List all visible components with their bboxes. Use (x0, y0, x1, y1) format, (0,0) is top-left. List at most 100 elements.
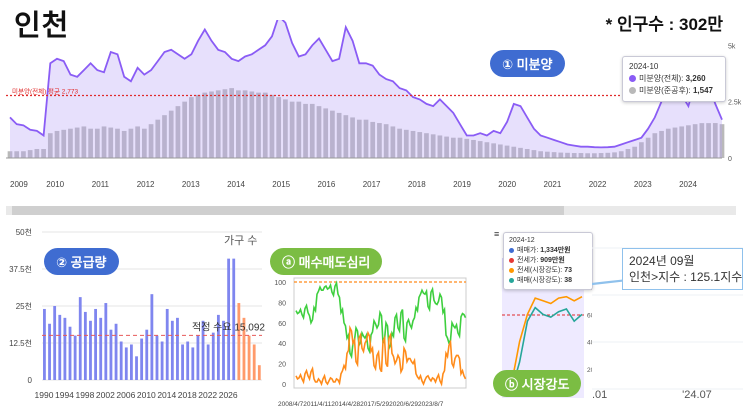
unsold-completed-bar (121, 130, 127, 158)
supply-forecast-bar (247, 335, 251, 380)
supply-title: 가구 수 (224, 234, 257, 247)
supply-x-tick: 2010 (137, 390, 156, 400)
unsold-completed-bar (61, 129, 67, 158)
unsold-x-tick: 2009 (10, 180, 28, 189)
supply-bar (124, 347, 128, 380)
unsold-completed-bar (383, 124, 389, 158)
supply-bar (206, 344, 210, 380)
unsold-completed-bar (403, 129, 409, 158)
tooltip-row2-label: 미분양(준공후): (639, 86, 691, 95)
supply-bar (196, 335, 200, 380)
unsold-completed-bar (598, 153, 604, 158)
unsold-completed-bar (81, 126, 87, 158)
strength-tooltip-row: 전세(시장강도): 73 (509, 266, 587, 276)
unsold-y-tick: 2.5k (728, 100, 742, 107)
strength-tooltip-row: 전세가: 909만원 (509, 256, 587, 266)
average-label: 미분양(전체) 평균 2,773 (12, 86, 78, 95)
supply-forecast-bar (237, 303, 241, 380)
supply-y-tick: 25천 (16, 301, 32, 311)
unsold-completed-bar (209, 91, 214, 158)
unsold-x-tick: 2016 (318, 180, 336, 189)
strength-badge: ⓑ 시장강도 (493, 370, 582, 397)
unsold-x-tick: 2013 (182, 180, 200, 189)
unsold-x-tick: 2023 (634, 180, 652, 189)
unsold-completed-bar (155, 119, 161, 158)
supply-bar (53, 306, 57, 380)
supply-bar (176, 317, 179, 380)
unsold-completed-bar (195, 94, 201, 158)
supply-y-tick: 50천 (16, 227, 32, 237)
unsold-completed-bar (457, 137, 463, 158)
strength-tooltip-row: 매매(시장강도): 38 (509, 276, 587, 286)
unsold-completed-bar (336, 112, 342, 158)
unsold-completed-bar (551, 152, 557, 158)
unsold-completed-bar (222, 89, 228, 158)
unsold-completed-bar (679, 126, 685, 158)
supply-bar (94, 308, 97, 380)
unsold-completed-bar (531, 150, 537, 158)
unsold-completed-bar (518, 147, 523, 158)
supply-y-tick: 12.5천 (9, 338, 32, 348)
strength-y-tick: 60 (587, 312, 592, 319)
sentiment-x-ticks: 2008/4/72011/4/112014/4/282017/5/292020/… (278, 401, 444, 408)
supply-y-tick: 37.5천 (9, 264, 32, 274)
unsold-completed-bar (289, 101, 295, 158)
unsold-completed-bar (182, 101, 187, 158)
index-tooltip: 2024년 09월 인천>지수 : 125.1지수 (622, 248, 743, 290)
unsold-completed-bar (323, 108, 329, 158)
strength-tooltip-date: 2024-12 (509, 237, 535, 244)
supply-bar (201, 320, 205, 380)
unsold-badge: ① 미분양 (490, 50, 565, 77)
unsold-completed-bar (189, 97, 194, 158)
supply-bar (89, 320, 92, 380)
unsold-completed-bar (175, 106, 181, 158)
index-x-tick: .01 (592, 389, 607, 401)
unsold-completed-bar (236, 90, 241, 158)
supply-bar (48, 323, 51, 380)
region-title: 인천 (14, 10, 70, 42)
unsold-line (9, 20, 723, 149)
supply-bar (186, 341, 190, 380)
unsold-completed-bar (672, 127, 678, 158)
unsold-completed-bar (545, 151, 550, 158)
unsold-x-tick: 2015 (272, 180, 290, 189)
unsold-y-tick: 5k (728, 43, 736, 50)
unsold-completed-bar (430, 134, 436, 158)
supply-x-tick: 1990 (35, 390, 54, 400)
supply-badge: ② 공급량 (44, 248, 119, 275)
unsold-completed-bar (47, 133, 53, 158)
supply-bar (216, 314, 220, 380)
unsold-completed-bar (229, 88, 235, 158)
supply-reference-label: 적정 수요 15,092 (192, 321, 265, 333)
unsold-completed-bar (558, 152, 564, 158)
unsold-x-tick: 2010 (46, 180, 64, 189)
unsold-x-tick: 2018 (408, 180, 426, 189)
unsold-completed-bar (477, 141, 483, 158)
supply-x-tick: 2014 (157, 390, 176, 400)
strength-tooltip-row: 매매가: 1,334만원 (509, 246, 587, 256)
supply-bar (170, 320, 174, 380)
unsold-completed-bar (115, 128, 120, 158)
supply-x-tick: 2018 (178, 390, 197, 400)
sentiment-y-tick: 60 (278, 321, 286, 328)
timeline-scroll-thumb[interactable] (12, 206, 564, 215)
unsold-completed-bar (565, 152, 570, 158)
unsold-completed-bar (269, 94, 275, 158)
unsold-x-tick: 2014 (227, 180, 245, 189)
supply-bar (63, 317, 67, 380)
unsold-completed-bar (645, 137, 651, 158)
supply-bar (78, 297, 82, 380)
supply-bar (114, 323, 118, 380)
unsold-completed-bar (692, 124, 698, 158)
unsold-completed-bar (511, 146, 517, 158)
unsold-completed-bar (168, 110, 174, 158)
unsold-completed-bar (276, 97, 282, 158)
supply-bar (150, 294, 154, 380)
unsold-completed-bar (471, 139, 476, 158)
supply-bar (68, 326, 72, 380)
unsold-x-tick: 2024 (679, 180, 697, 189)
unsold-completed-bar (639, 142, 644, 158)
supply-x-tick: 2026 (219, 390, 238, 400)
unsold-completed-bar (135, 126, 140, 158)
unsold-completed-bar (41, 148, 46, 158)
